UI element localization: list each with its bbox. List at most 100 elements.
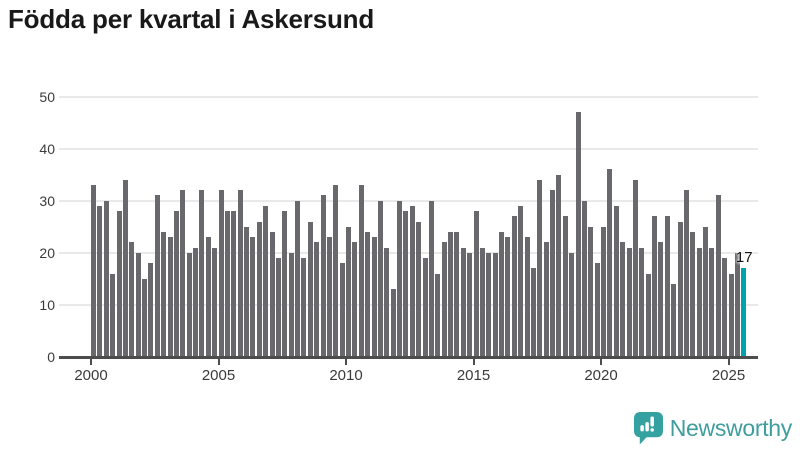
bar [683, 190, 689, 357]
bar [384, 247, 390, 357]
bar [129, 242, 135, 357]
bar [161, 231, 167, 357]
newsworthy-logo-icon [633, 411, 663, 444]
x-axis-label: 2025 [711, 367, 746, 384]
bar [734, 252, 740, 357]
bar [416, 221, 422, 357]
gridline [59, 303, 758, 306]
bar [696, 247, 702, 357]
x-axis-tick [472, 358, 475, 365]
bar [103, 200, 109, 357]
bar [486, 252, 492, 357]
bar [326, 237, 332, 357]
bar [569, 252, 575, 357]
x-axis-label: 2015 [456, 367, 491, 384]
bar [479, 247, 485, 357]
bar [142, 278, 148, 357]
bar [173, 211, 179, 357]
bar [91, 185, 97, 357]
bar [575, 112, 581, 357]
bar [135, 252, 141, 357]
bar [397, 200, 403, 357]
x-axis-tick [90, 358, 92, 365]
bar [148, 263, 154, 357]
bar [295, 200, 301, 357]
highlighted-bar [741, 268, 747, 357]
bar [607, 169, 613, 357]
bar [626, 247, 632, 357]
bar [664, 216, 670, 357]
bar [403, 211, 409, 357]
bar [492, 252, 498, 357]
bar [244, 226, 250, 357]
bar [186, 252, 192, 357]
bar [301, 258, 307, 357]
bar [352, 242, 358, 357]
x-axis-tick [217, 358, 220, 365]
bar [282, 211, 288, 357]
bar [409, 205, 415, 357]
bar [339, 263, 345, 357]
bar [703, 226, 709, 357]
bar [180, 190, 186, 357]
bar [167, 237, 173, 357]
bar [371, 237, 377, 357]
bar [212, 247, 218, 357]
last-value-label: 17 [735, 249, 753, 267]
bar [116, 211, 122, 357]
bar [562, 216, 568, 357]
bar [709, 247, 715, 357]
gridline [59, 147, 758, 150]
bar [658, 242, 664, 357]
bar [543, 242, 549, 357]
bar [428, 200, 434, 357]
bar [620, 242, 626, 357]
bar [365, 231, 371, 357]
bar [269, 231, 275, 357]
bar [530, 268, 536, 357]
bar [250, 237, 256, 357]
bar [435, 273, 441, 357]
gridline [59, 199, 758, 202]
gridline [59, 251, 758, 254]
gridline [59, 95, 758, 98]
bar [199, 190, 205, 357]
x-axis-label: 2020 [584, 367, 618, 384]
x-axis-label: 2010 [329, 367, 363, 384]
bar [358, 185, 364, 357]
bar [473, 211, 479, 357]
bar [505, 237, 511, 357]
x-axis-tick [345, 358, 347, 365]
bar [556, 174, 562, 357]
bar [690, 231, 696, 357]
bar [715, 195, 721, 357]
bar [652, 216, 658, 357]
y-axis-label: 20 [39, 244, 55, 261]
bar [224, 211, 230, 357]
bar [518, 205, 524, 357]
bar [288, 252, 294, 357]
y-axis-label: 30 [39, 192, 55, 209]
bar [728, 273, 734, 357]
bar [550, 190, 556, 357]
bar [581, 200, 587, 357]
bar [193, 247, 199, 357]
bar [613, 205, 619, 357]
bar [122, 179, 128, 357]
bar [218, 190, 224, 357]
bar [97, 205, 103, 357]
bar [422, 258, 428, 357]
y-axis-label: 10 [39, 296, 55, 313]
bar [333, 185, 339, 357]
y-axis-label: 40 [39, 140, 55, 157]
bar [524, 237, 530, 357]
bar [594, 263, 600, 357]
bar [441, 242, 447, 357]
x-axis-tick [727, 358, 730, 365]
bar [499, 231, 505, 357]
bar [154, 195, 160, 357]
bar [390, 289, 396, 357]
bar [467, 252, 473, 357]
newsworthy-logo: Newsworthy [633, 410, 792, 446]
x-axis-label: 2000 [74, 367, 108, 384]
